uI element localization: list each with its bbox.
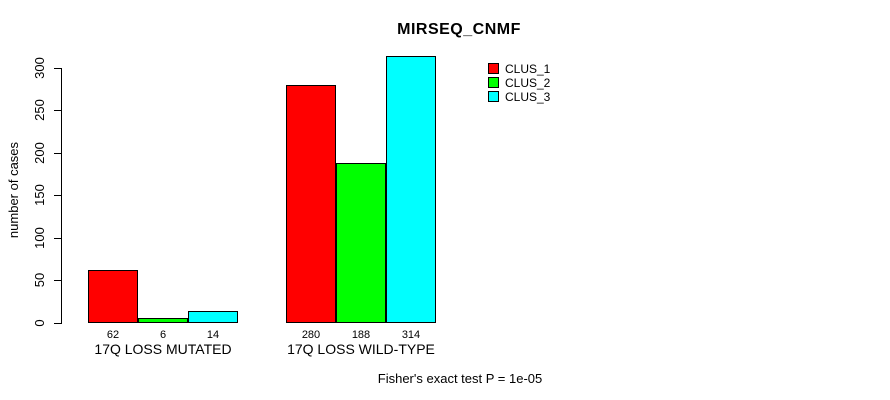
legend-swatch-clus_3 — [488, 91, 499, 102]
y-tick-mark — [54, 238, 61, 239]
x-category-label: 17Q LOSS WILD-TYPE — [287, 341, 435, 357]
legend-label: CLUS_2 — [505, 76, 551, 90]
y-axis-line — [61, 68, 62, 324]
bar-clus_2 — [138, 318, 188, 323]
bar-clus_2 — [336, 163, 386, 323]
y-tick-mark — [54, 68, 61, 69]
bar-clus_1 — [88, 270, 138, 323]
y-tick-mark — [54, 323, 61, 324]
y-tick-mark — [54, 280, 61, 281]
x-category-label: 17Q LOSS MUTATED — [94, 341, 232, 357]
bar-value-label: 6 — [159, 329, 167, 341]
y-tick-mark — [54, 195, 61, 196]
legend-swatch-clus_2 — [488, 77, 499, 88]
bar-value-label: 280 — [301, 329, 321, 341]
bar-value-label: 314 — [401, 329, 421, 341]
y-tick-mark — [54, 153, 61, 154]
bar-clus_3 — [188, 311, 238, 323]
bar-clus_3 — [386, 56, 436, 323]
chart-title: MIRSEQ_CNMF — [397, 21, 521, 38]
legend-label: CLUS_3 — [505, 90, 551, 104]
bar-value-label: 14 — [206, 329, 220, 341]
annotation-text: Fisher's exact test P = 1e-05 — [377, 371, 543, 386]
legend-label: CLUS_1 — [505, 62, 551, 76]
bar-value-label: 188 — [351, 329, 371, 341]
y-tick-mark — [54, 110, 61, 111]
bar-clus_1 — [286, 85, 336, 323]
bar-value-label: 62 — [106, 329, 120, 341]
legend-swatch-clus_1 — [488, 63, 499, 74]
